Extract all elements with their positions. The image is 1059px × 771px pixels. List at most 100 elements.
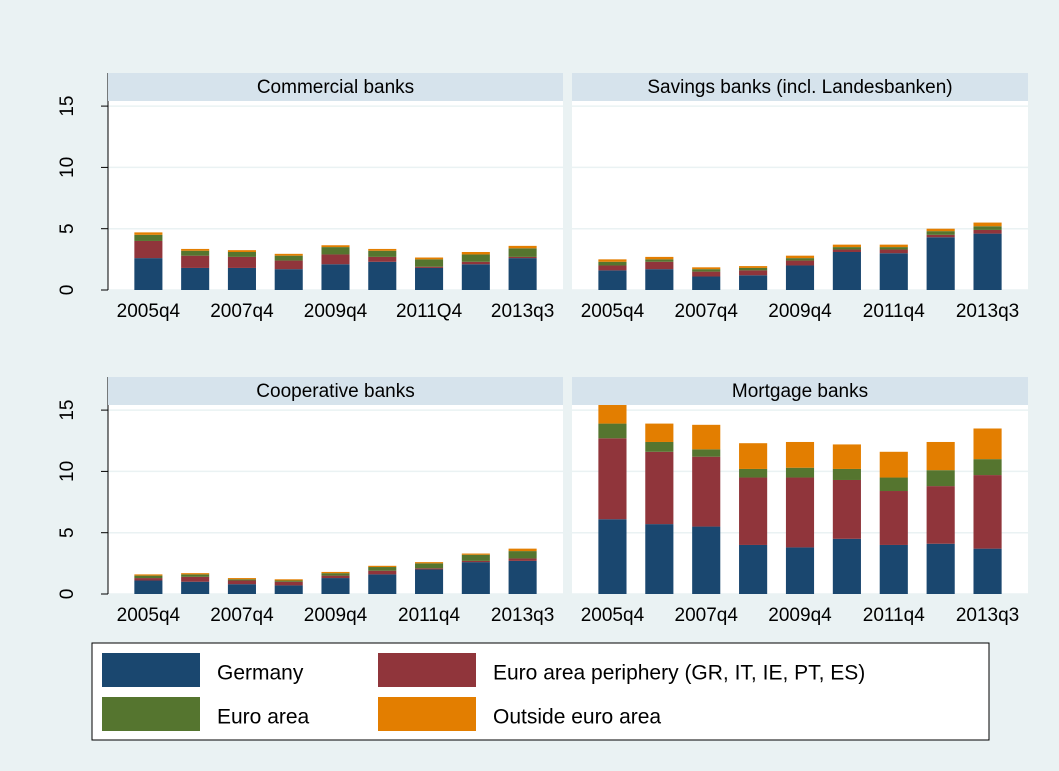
x-tick-label: 2013q3 bbox=[491, 605, 554, 626]
bar-segment bbox=[227, 579, 256, 581]
bar-segment bbox=[368, 250, 397, 257]
bar-segment bbox=[879, 544, 908, 594]
bar-segment bbox=[739, 275, 768, 290]
bar-segment bbox=[368, 248, 397, 251]
x-tick-label: 2011Q4 bbox=[396, 301, 463, 322]
bar-segment bbox=[181, 574, 210, 577]
bar-segment bbox=[415, 257, 444, 260]
bar-segment bbox=[973, 233, 1002, 290]
bar-segment bbox=[598, 423, 627, 439]
bar-segment bbox=[785, 260, 815, 266]
x-tick-label: 2011q4 bbox=[863, 605, 925, 626]
y-tick-label: 0 bbox=[57, 589, 78, 600]
bar-segment bbox=[508, 256, 537, 259]
bar-segment bbox=[598, 519, 627, 594]
bar-segment bbox=[692, 267, 721, 270]
bar-segment bbox=[415, 563, 444, 569]
bar-segment bbox=[879, 249, 908, 254]
bar-segment bbox=[832, 244, 861, 248]
panel-title: Savings banks (incl. Landesbanken) bbox=[647, 77, 952, 98]
bar-segment bbox=[739, 266, 768, 268]
bar-segment bbox=[645, 524, 674, 594]
legend-box bbox=[91, 642, 990, 741]
bar-segment bbox=[645, 423, 674, 442]
bar-segment bbox=[321, 254, 350, 265]
bar-segment bbox=[785, 258, 815, 261]
bar-segment bbox=[645, 269, 674, 290]
legend-label: Euro area bbox=[217, 706, 310, 729]
bar-segment bbox=[181, 248, 210, 251]
bar-segment bbox=[785, 547, 815, 594]
bar-segment bbox=[274, 255, 303, 261]
bar-segment bbox=[321, 573, 350, 576]
bar-segment bbox=[926, 228, 955, 232]
bar-segment bbox=[508, 258, 537, 290]
x-tick-label: 2009q4 bbox=[768, 605, 832, 626]
bar-segment bbox=[461, 264, 490, 290]
bar-segment bbox=[739, 477, 768, 545]
bar-segment bbox=[879, 244, 908, 248]
legend-swatch bbox=[102, 653, 200, 687]
panel-title: Commercial banks bbox=[257, 77, 414, 98]
bar-segment bbox=[227, 250, 256, 252]
bar-segment bbox=[508, 245, 537, 249]
bar-segment bbox=[645, 441, 674, 452]
bar-segment bbox=[181, 573, 210, 575]
bar-segment bbox=[879, 451, 908, 478]
bar-segment bbox=[321, 571, 350, 574]
legend-swatch bbox=[378, 653, 476, 687]
bar-segment bbox=[461, 254, 490, 262]
bar-segment bbox=[598, 438, 627, 520]
bar-segment bbox=[274, 581, 303, 586]
bar-segment bbox=[415, 569, 444, 594]
bar-segment bbox=[461, 251, 490, 255]
bar-segment bbox=[274, 580, 303, 582]
bar-segment bbox=[692, 276, 721, 290]
legend-swatch bbox=[102, 697, 200, 731]
legend-label: Outside euro area bbox=[493, 706, 661, 729]
bar-segment bbox=[368, 570, 397, 575]
bar-segment bbox=[227, 251, 256, 257]
bar-segment bbox=[227, 256, 256, 268]
bar-segment bbox=[134, 580, 163, 594]
bar-segment bbox=[415, 266, 444, 268]
panel-header bbox=[572, 73, 1028, 101]
bar-segment bbox=[134, 578, 163, 581]
bar-segment bbox=[739, 468, 768, 478]
bar-segment bbox=[461, 553, 490, 555]
x-tick-label: 2013q3 bbox=[491, 301, 554, 322]
bar-segment bbox=[368, 256, 397, 262]
bar-segment bbox=[973, 428, 1002, 460]
bar-segment bbox=[926, 486, 955, 544]
bar-segment bbox=[181, 581, 210, 594]
bar-segment bbox=[692, 456, 721, 527]
bar-segment bbox=[134, 232, 163, 235]
bar-segment bbox=[879, 253, 908, 290]
bar-segment bbox=[785, 255, 815, 259]
x-tick-label: 2005q4 bbox=[117, 605, 181, 626]
bar-segment bbox=[321, 245, 350, 248]
bar-segment bbox=[645, 259, 674, 262]
bar-segment bbox=[181, 267, 210, 290]
x-tick-label: 2013q3 bbox=[956, 301, 1019, 322]
bar-segment bbox=[692, 271, 721, 277]
bar-segment bbox=[368, 261, 397, 290]
bar-segment bbox=[785, 477, 815, 548]
bar-segment bbox=[832, 479, 861, 539]
bar-segment bbox=[181, 250, 210, 256]
bar-segment bbox=[739, 267, 768, 271]
bar-segment bbox=[321, 578, 350, 594]
y-tick-label: 15 bbox=[57, 400, 78, 421]
y-tick-label: 10 bbox=[57, 157, 78, 178]
x-tick-label: 2011q4 bbox=[398, 605, 460, 626]
bar-segment bbox=[321, 575, 350, 579]
bar-segment bbox=[832, 247, 861, 250]
bar-segment bbox=[832, 468, 861, 480]
x-tick-label: 2005q4 bbox=[581, 301, 645, 322]
bar-segment bbox=[973, 548, 1002, 594]
bar-segment bbox=[598, 270, 627, 290]
bar-segment bbox=[227, 584, 256, 594]
y-tick-label: 0 bbox=[57, 285, 78, 296]
y-tick-label: 10 bbox=[57, 461, 78, 482]
